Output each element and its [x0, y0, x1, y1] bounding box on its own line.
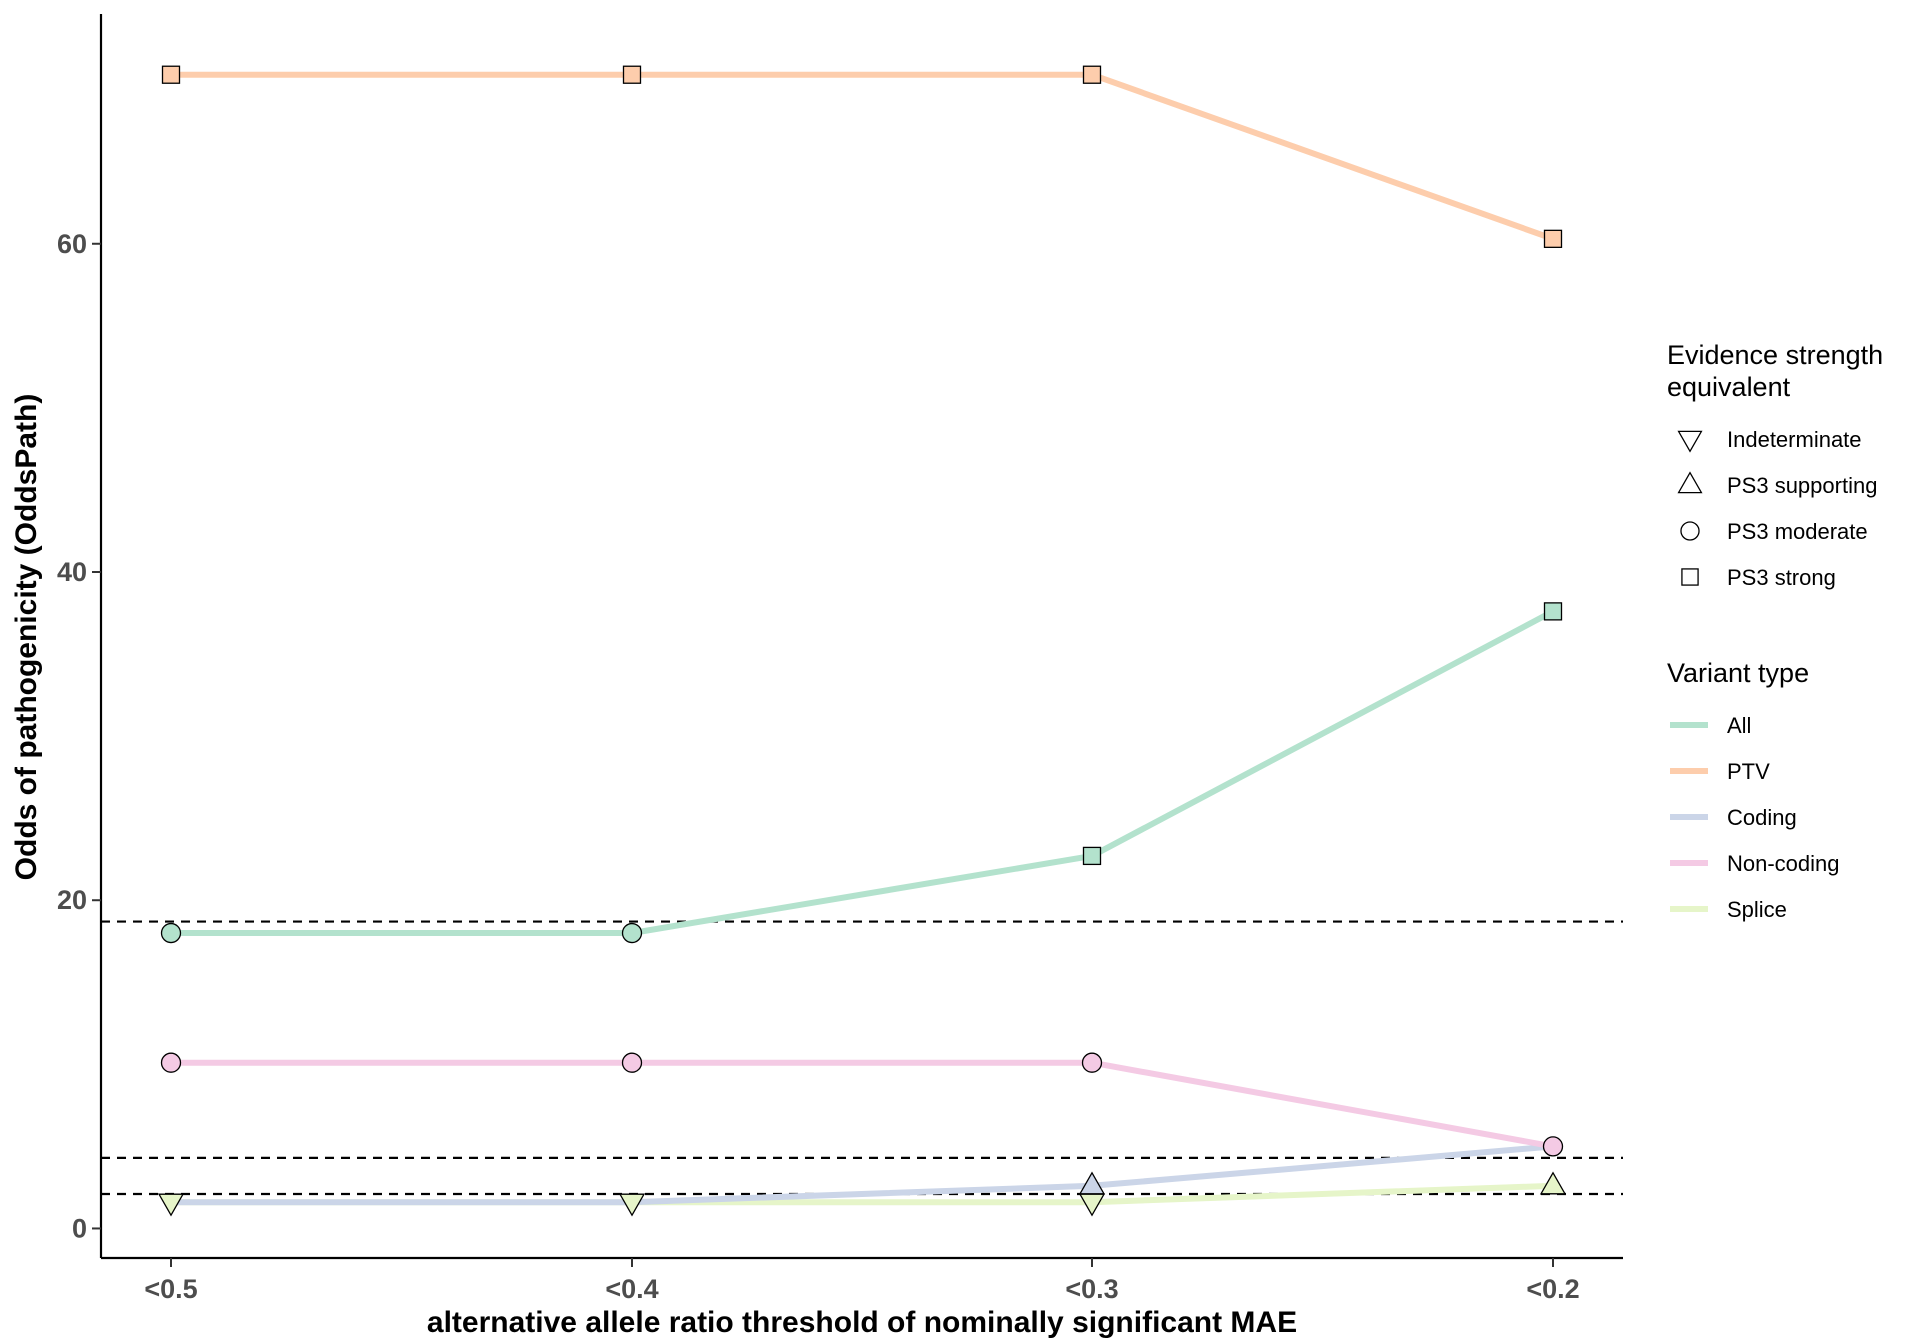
data-point-ptv: [1543, 229, 1563, 248]
x-tick-label: <0.2: [1526, 1274, 1579, 1304]
series-line-all: [168, 608, 1556, 937]
x-axis-title: alternative allele ratio threshold of no…: [427, 1306, 1297, 1339]
shape-legend-label: Indeterminate: [1727, 427, 1862, 452]
x-ticks: <0.5 <0.4 <0.3 <0.2: [144, 1258, 1580, 1304]
legend-triangle-down-icon: [1677, 430, 1703, 453]
y-axis-title: Odds of pathogenicity (OddsPath): [10, 394, 43, 881]
data-point-all: [1082, 846, 1102, 866]
data-point-non-coding: [1542, 1136, 1564, 1157]
data-point-non-coding: [160, 1052, 182, 1073]
axes: [99, 14, 1623, 1260]
color-legend-title: Variant type: [1667, 658, 1809, 688]
color-legend-label: Splice: [1727, 897, 1787, 922]
shape-legend-label: PS3 strong: [1727, 565, 1836, 590]
y-tick-label: 20: [57, 885, 87, 915]
shape-legend-title-line2: equivalent: [1667, 372, 1791, 402]
color-legend-label: PTV: [1727, 759, 1770, 784]
data-point-splice: [157, 1193, 185, 1217]
data-point-splice: [618, 1193, 646, 1217]
y-tick-label: 40: [57, 557, 87, 587]
data-point-splice: [1539, 1171, 1567, 1195]
shape-legend-label: PS3 moderate: [1727, 519, 1868, 544]
x-tick-label: <0.3: [1065, 1274, 1118, 1304]
y-tick-label: 0: [72, 1213, 87, 1243]
data-point-ptv: [622, 65, 642, 84]
shape-legend-title-line1: Evidence strength: [1667, 340, 1883, 370]
data-point-non-coding: [621, 1052, 643, 1073]
shape-legend-label: PS3 supporting: [1727, 473, 1877, 498]
x-tick-label: <0.5: [144, 1274, 197, 1304]
series-line-non-coding: [168, 1059, 1556, 1150]
data-point-ptv: [1082, 65, 1102, 84]
color-legend-label: Coding: [1727, 805, 1797, 830]
legend-square-icon: [1681, 568, 1699, 586]
data-point-non-coding: [1081, 1052, 1103, 1073]
color-legend: Variant type All PTV Coding Non-coding Splic…: [1667, 658, 1840, 922]
color-legend-label: Non-coding: [1727, 851, 1840, 876]
legend-triangle-up-icon: [1677, 471, 1703, 494]
series-lines: [168, 71, 1556, 1206]
y-ticks: 0 20 40 60: [57, 229, 101, 1243]
data-points: [157, 65, 1567, 1217]
data-point-all: [621, 922, 643, 944]
data-point-ptv: [161, 65, 181, 84]
color-legend-label: All: [1727, 713, 1751, 738]
data-point-coding: [1078, 1171, 1106, 1195]
reference-lines: [101, 920, 1623, 1196]
data-point-all: [1543, 602, 1563, 621]
y-tick-label: 60: [57, 229, 87, 259]
shape-legend: Evidence strength equivalent Indetermina…: [1667, 340, 1883, 590]
series-line-coding: [168, 1143, 1556, 1206]
data-point-all: [160, 922, 182, 944]
x-tick-label: <0.4: [605, 1274, 658, 1304]
series-line-ptv: [168, 71, 1556, 242]
legend-circle-icon: [1680, 521, 1700, 541]
